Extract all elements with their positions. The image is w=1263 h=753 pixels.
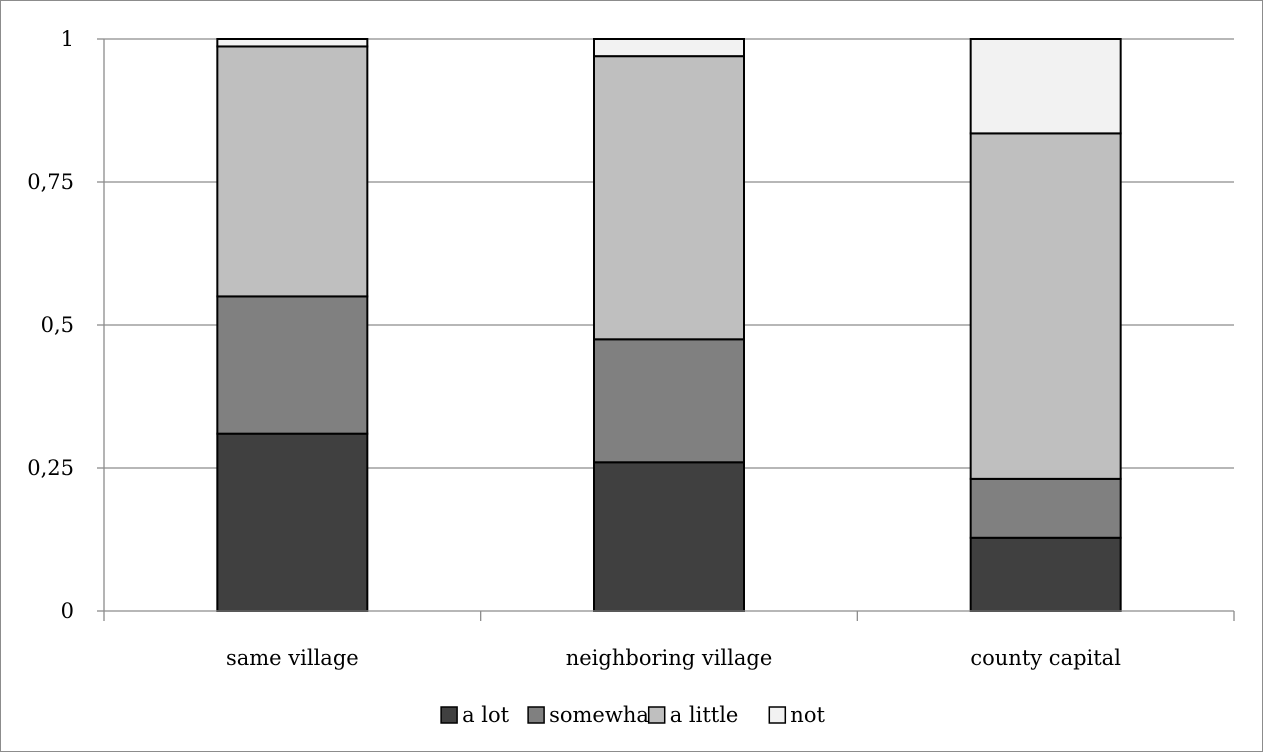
bar-segment-a-little (593, 55, 745, 341)
y-tick-label: 0,75 (27, 170, 74, 194)
bar-segment-a-lot (969, 536, 1122, 612)
x-category-label: neighboring village (566, 646, 773, 670)
y-tick-label: 0,25 (27, 456, 74, 480)
legend-swatch (440, 706, 458, 724)
bar-segment-somewhat (969, 477, 1122, 539)
bar-segment-somewhat (593, 338, 745, 464)
bar-segment-a-little (216, 45, 369, 298)
bar-segment-somewhat (216, 295, 369, 435)
bar-segment-not (593, 38, 745, 58)
legend-swatch (768, 706, 787, 724)
x-category-label: same village (226, 646, 359, 670)
legend-label: somewhat (549, 703, 658, 727)
bar-segment-not (969, 38, 1122, 135)
y-tick-label: 1 (61, 27, 74, 51)
bar-segment-a-lot (593, 461, 745, 612)
y-tick-label: 0,5 (41, 313, 74, 337)
y-tick-label: 0 (61, 599, 74, 623)
legend-swatch (647, 706, 666, 724)
legend-label: not (790, 703, 825, 727)
x-category-label: county capital (970, 646, 1121, 670)
legend-label: a little (670, 703, 739, 727)
legend-label: a lot (462, 703, 510, 727)
bar-segment-a-little (969, 132, 1122, 480)
legend-swatch (527, 706, 545, 724)
bar-segment-not (216, 38, 369, 48)
bar-segment-a-lot (216, 432, 369, 612)
